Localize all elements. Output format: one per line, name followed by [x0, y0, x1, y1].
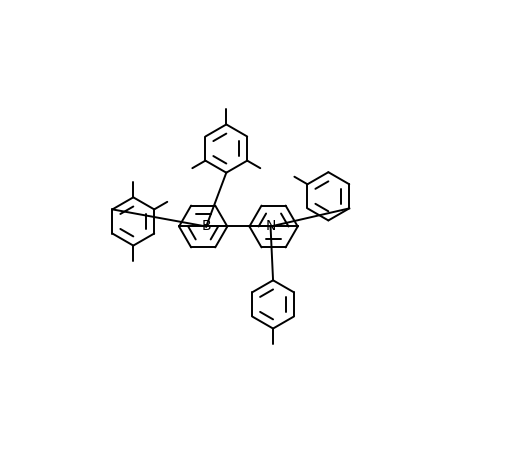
Text: B: B	[201, 219, 211, 234]
Text: N: N	[265, 219, 276, 234]
